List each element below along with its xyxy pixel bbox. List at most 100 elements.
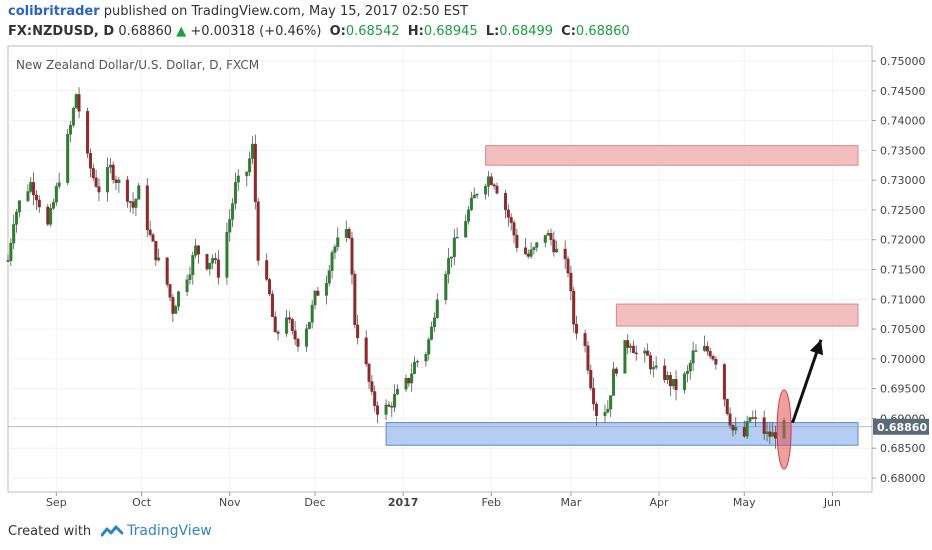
candle-down xyxy=(594,403,598,416)
published-text: published on TradingView.com, May 15, 20… xyxy=(103,4,469,19)
candle-down xyxy=(268,279,272,295)
candle-up xyxy=(415,360,419,363)
candle-up xyxy=(469,197,473,210)
tradingview-logo-icon xyxy=(101,525,124,537)
candle-down xyxy=(722,364,726,400)
candle-down xyxy=(316,290,320,296)
candle-up xyxy=(606,408,610,413)
candle-up xyxy=(555,248,559,253)
candle-down xyxy=(214,258,218,260)
candle-up xyxy=(629,345,633,348)
candle-up xyxy=(231,203,235,220)
candle-up xyxy=(233,182,237,204)
candle-down xyxy=(566,258,570,274)
candle-up xyxy=(134,199,138,208)
candle-down xyxy=(367,363,371,382)
candle-down xyxy=(46,206,50,225)
candle-down xyxy=(270,293,274,317)
tradingview-brand[interactable]: TradingView xyxy=(127,523,212,539)
x-tick-label: Oct xyxy=(132,496,152,509)
candle-down xyxy=(205,254,209,270)
candle-down xyxy=(563,248,567,260)
candle-down xyxy=(91,168,95,179)
candle-up xyxy=(177,291,181,307)
candle-up xyxy=(683,373,687,391)
candle-up xyxy=(444,273,448,301)
y-tick-label: 0.75000 xyxy=(880,55,926,68)
candle-up xyxy=(208,262,212,270)
candle-up xyxy=(691,350,695,364)
candle-up xyxy=(17,200,21,213)
candle-up xyxy=(765,431,769,434)
candle-down xyxy=(128,201,132,203)
candle-up xyxy=(117,179,121,183)
candle-down xyxy=(253,143,257,202)
candle-down xyxy=(646,350,650,356)
author-link[interactable]: colibritrader xyxy=(8,4,100,19)
candle-down xyxy=(32,182,36,196)
candle-up xyxy=(304,328,308,347)
candle-down xyxy=(731,425,735,431)
candle-up xyxy=(69,124,73,135)
candle-down xyxy=(668,375,672,387)
candle-up xyxy=(245,171,249,177)
candle-down xyxy=(711,356,715,360)
ohlc-line: FX:NZDUSD, D 0.68860 ▲ +0.00318 (+0.46%)… xyxy=(8,24,630,39)
open-value: 0.68542 xyxy=(345,24,400,39)
candle-down xyxy=(663,365,667,380)
candle-up xyxy=(694,350,698,352)
candle-up xyxy=(194,245,198,256)
candle-down xyxy=(196,245,200,255)
candle-up xyxy=(424,354,428,362)
candle-up xyxy=(248,158,252,173)
candle-up xyxy=(435,299,439,318)
candle-up xyxy=(9,242,13,261)
candle-up xyxy=(74,94,78,109)
candle-up xyxy=(157,257,161,261)
candle-down xyxy=(725,399,729,414)
y-tick-label: 0.72500 xyxy=(880,204,926,217)
candle-up xyxy=(393,394,397,408)
candle-down xyxy=(728,413,732,426)
candle-up xyxy=(643,350,647,354)
candle-up xyxy=(54,186,58,203)
candle-up xyxy=(12,224,16,244)
candle-down xyxy=(572,290,576,325)
candle-down xyxy=(407,377,411,384)
candle-up xyxy=(313,290,317,306)
y-tick-label: 0.74500 xyxy=(880,85,926,98)
candle-down xyxy=(705,345,709,352)
x-tick-label: 2017 xyxy=(388,496,419,509)
candle-up xyxy=(685,370,689,374)
candle-down xyxy=(586,345,590,371)
y-tick-label: 0.73000 xyxy=(880,174,926,187)
candle-down xyxy=(575,324,579,334)
candle-down xyxy=(762,417,766,434)
candle-up xyxy=(285,317,289,334)
candle-down xyxy=(88,153,92,169)
zones xyxy=(385,145,859,446)
y-tick-label: 0.73500 xyxy=(880,144,926,157)
footer: Created with TradingView xyxy=(8,523,212,539)
candle-up xyxy=(29,182,33,192)
candle-up xyxy=(57,182,61,187)
candle-down xyxy=(165,257,169,285)
candle-up xyxy=(413,361,417,374)
last-price: 0.68860 xyxy=(118,24,173,39)
candle-down xyxy=(515,234,519,248)
candle-down xyxy=(373,391,377,406)
candle-down xyxy=(131,201,135,208)
candle-down xyxy=(111,164,115,181)
candle-up xyxy=(108,164,112,168)
candle-up xyxy=(745,421,749,437)
candle-down xyxy=(648,355,652,370)
y-tick-label: 0.68500 xyxy=(880,442,926,455)
candle-down xyxy=(37,199,41,208)
x-tick-label: Jun xyxy=(823,496,841,509)
candle-up xyxy=(688,362,692,372)
candle-up xyxy=(188,274,192,280)
candle-up xyxy=(464,221,468,238)
candle-down xyxy=(506,209,510,218)
candles xyxy=(6,87,786,449)
